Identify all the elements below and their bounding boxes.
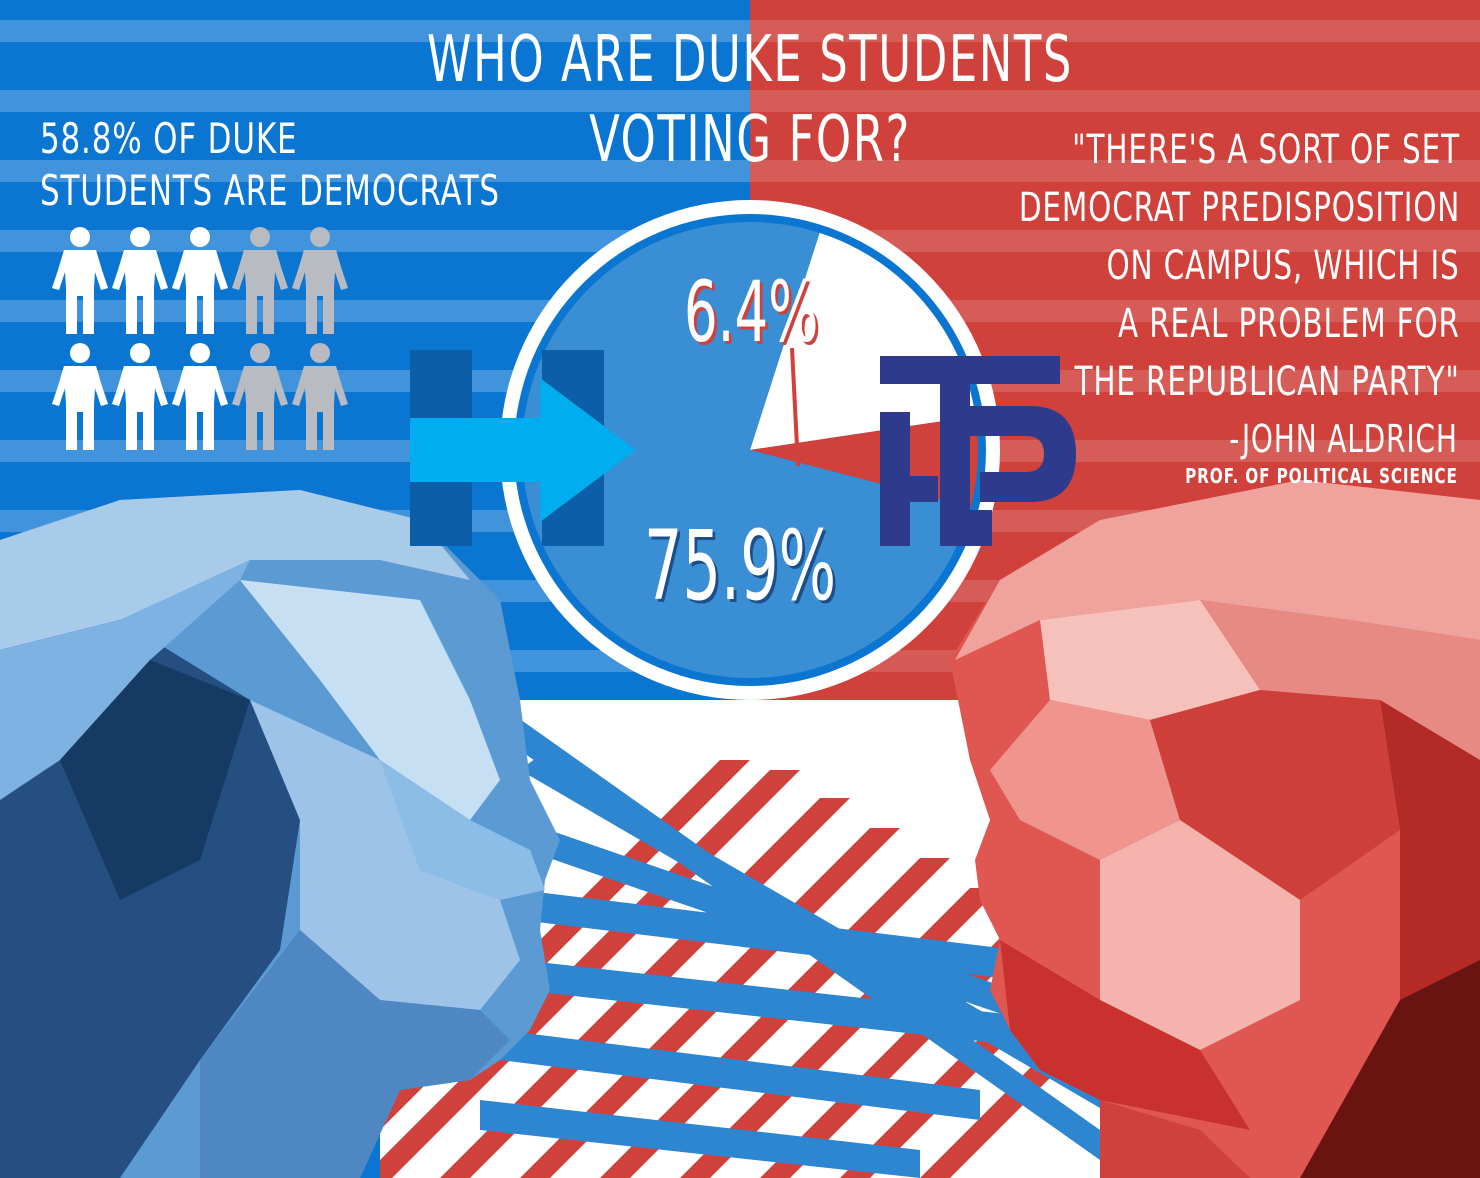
quote-line-2: Democrat predisposition — [1018, 185, 1460, 231]
vote-share-pie-chart — [500, 200, 1000, 700]
quote-line-5: the Republican Party" — [1074, 359, 1460, 405]
person-icon — [172, 227, 228, 334]
person-icon — [52, 343, 108, 450]
stat-line-1: 58.8% of Duke — [40, 114, 298, 163]
pie-slice-remainder — [750, 232, 976, 450]
quote-line-4: a real problem for — [1118, 301, 1460, 347]
trump-portrait — [950, 480, 1480, 1178]
stat-line-2: students are democrats — [40, 166, 500, 215]
quote-line-3: on campus, which is — [1106, 243, 1460, 289]
title-line-1: Who are Duke students — [427, 23, 1073, 97]
pie-label-democrat: 75.9% — [644, 510, 837, 622]
person-icon — [112, 343, 168, 450]
quote-author: -John Aldrich — [1229, 417, 1458, 461]
pie-label-republican: 6.4% — [684, 263, 819, 361]
person-icon — [112, 227, 168, 334]
person-icon — [292, 227, 348, 334]
quote-author-role: Prof. of political science — [1185, 464, 1458, 488]
person-icon — [292, 343, 348, 450]
trump-pence-logo-icon — [880, 356, 1076, 546]
pie-slice-759 — [522, 221, 971, 678]
person-icon — [172, 343, 228, 450]
clinton-campaign-logo-icon — [410, 350, 636, 546]
pie-leader-line — [790, 347, 800, 467]
quote-line-1: "There's a sort of set — [1072, 127, 1460, 173]
person-icon — [52, 227, 108, 334]
people-grid — [52, 227, 348, 450]
title-line-2: voting for? — [589, 103, 911, 177]
person-icon — [232, 343, 288, 450]
person-icon — [232, 227, 288, 334]
clinton-portrait — [0, 490, 560, 1178]
